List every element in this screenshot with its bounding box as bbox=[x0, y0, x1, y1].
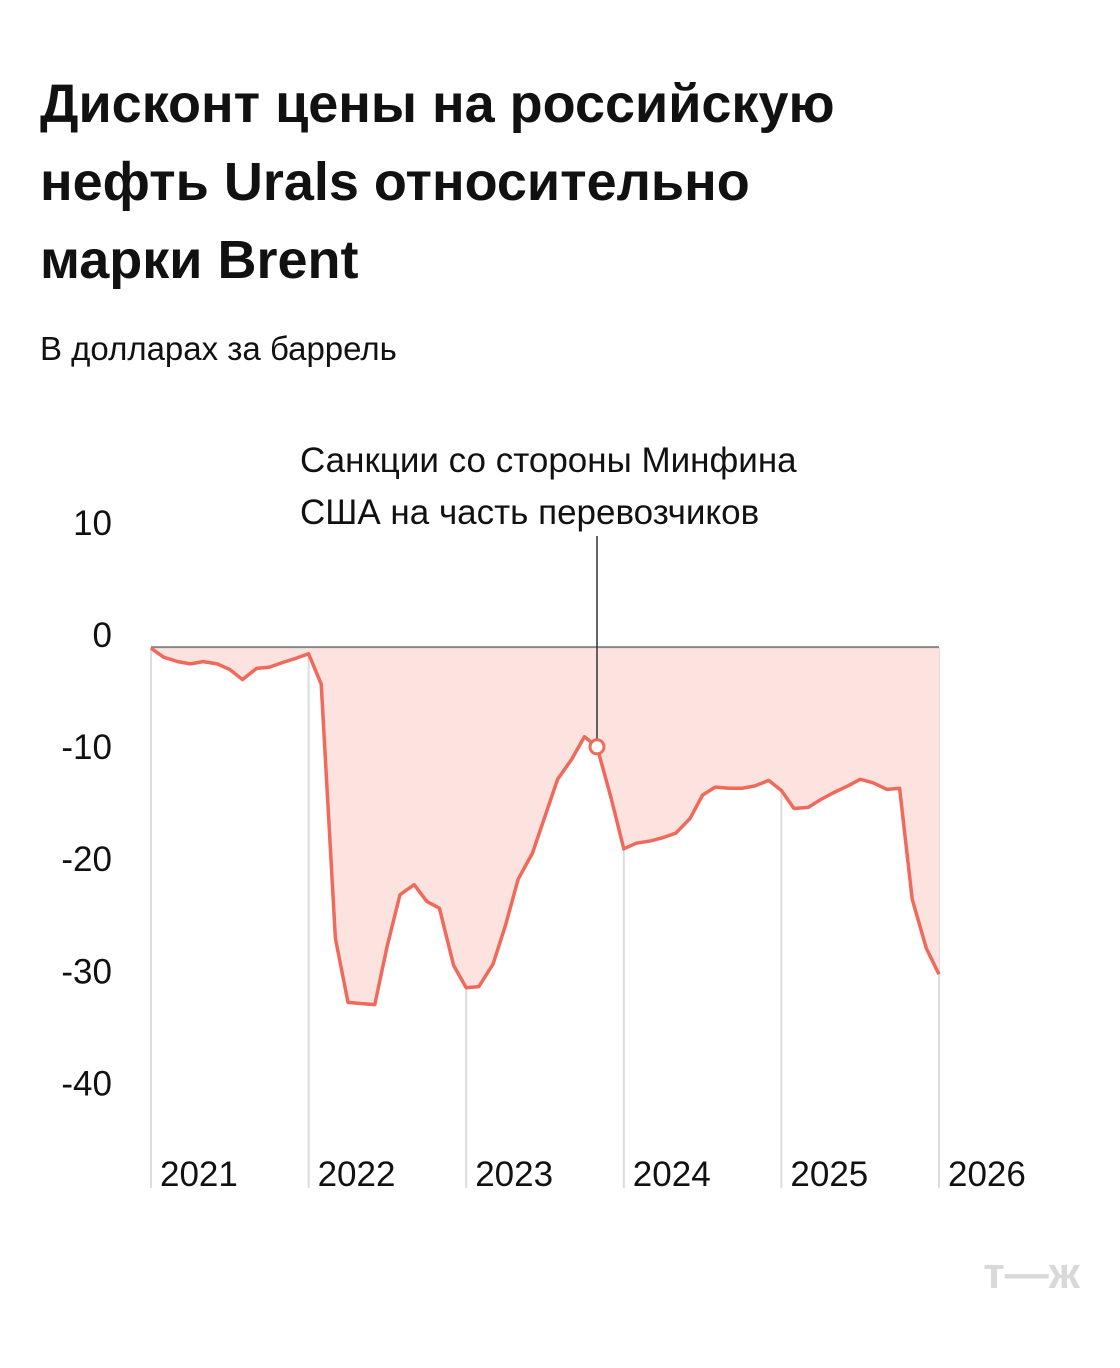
y-tick-label: -20 bbox=[61, 840, 112, 879]
annotation-marker bbox=[588, 738, 606, 756]
y-tick-label: -10 bbox=[61, 728, 112, 767]
y-tick-label: 10 bbox=[73, 504, 112, 543]
chart-title: марки Brent bbox=[40, 230, 359, 290]
annotation-text: Санкции со стороны Минфина bbox=[300, 441, 797, 480]
y-tick-label: 0 bbox=[93, 616, 112, 655]
logo: т—ж bbox=[983, 1249, 1081, 1298]
line bbox=[149, 646, 941, 1007]
x-tick-label: 2025 bbox=[790, 1155, 868, 1194]
chart-title: Дисконт цены на российскую bbox=[40, 74, 835, 134]
x-tick-label: 2021 bbox=[160, 1155, 238, 1194]
chart-title: нефть Urals относительно bbox=[40, 152, 750, 212]
x-tick-label: 2023 bbox=[475, 1155, 553, 1194]
y-tick-label: -30 bbox=[61, 952, 112, 991]
x-tick-label: 2026 bbox=[948, 1155, 1026, 1194]
chart-subtitle: В долларах за баррель bbox=[40, 330, 397, 367]
annotation-text: США на часть перевозчиков bbox=[300, 493, 759, 532]
x-tick-label: 2022 bbox=[318, 1155, 396, 1194]
x-tick-label: 2024 bbox=[633, 1155, 711, 1194]
area bbox=[151, 647, 939, 1005]
y-tick-label: -40 bbox=[61, 1064, 112, 1103]
